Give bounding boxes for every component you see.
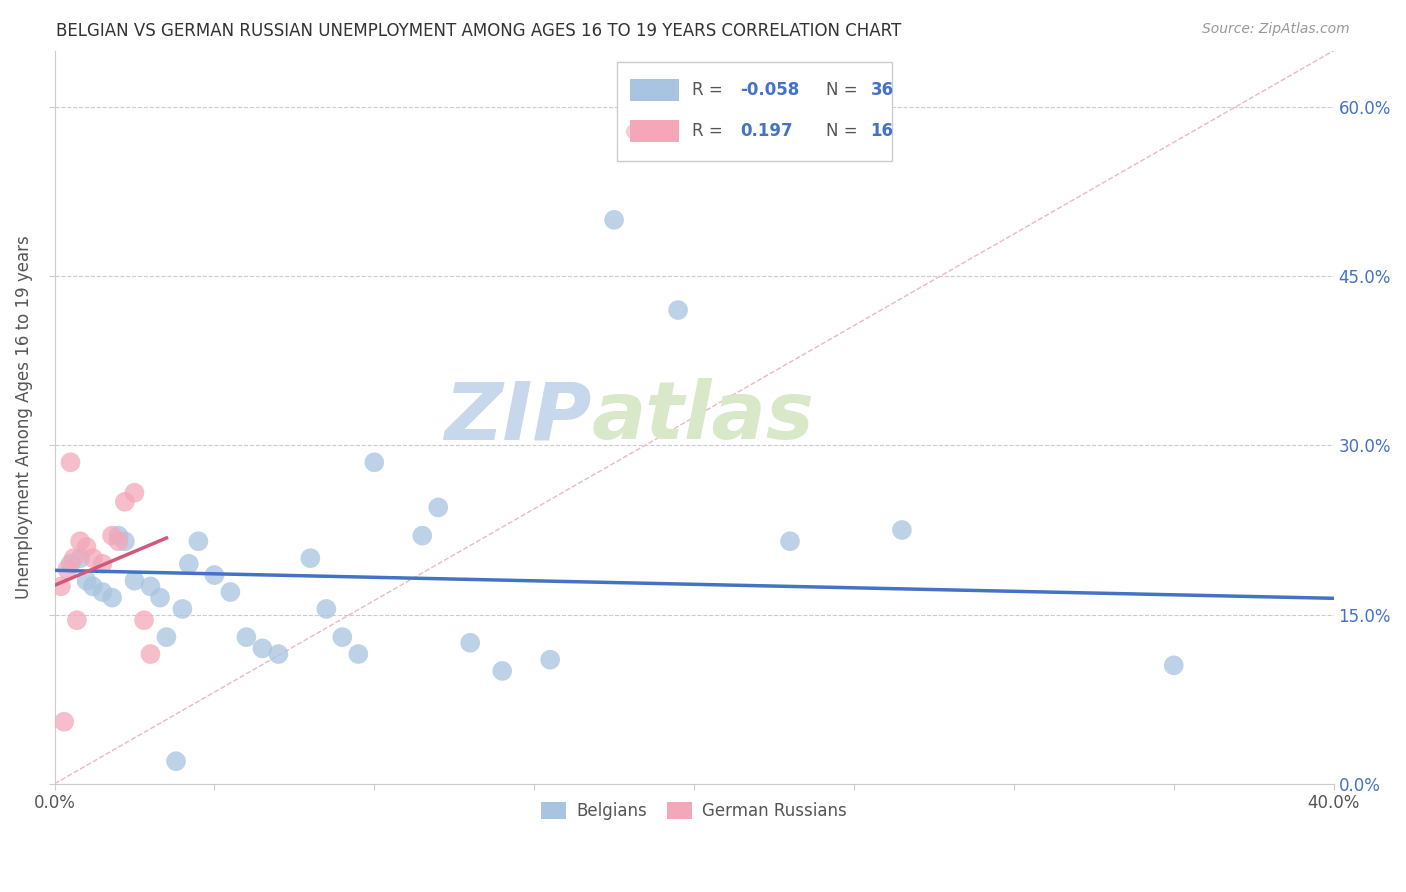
Text: atlas: atlas <box>592 378 814 456</box>
Point <box>330 630 353 644</box>
Point <box>62 551 84 566</box>
Text: N =: N = <box>825 122 863 140</box>
Point <box>91 557 114 571</box>
Text: -0.058: -0.058 <box>740 80 800 98</box>
Point <box>101 528 124 542</box>
Point <box>139 647 162 661</box>
Text: R =: R = <box>692 80 727 98</box>
Point <box>603 212 626 227</box>
Point <box>82 579 104 593</box>
Point <box>458 636 481 650</box>
Point <box>165 754 187 768</box>
Point <box>49 579 72 593</box>
FancyBboxPatch shape <box>630 78 679 101</box>
Point <box>252 641 274 656</box>
Point <box>114 534 136 549</box>
Point <box>56 562 79 576</box>
Point <box>411 528 433 542</box>
Point <box>315 602 337 616</box>
Point <box>219 585 242 599</box>
Point <box>124 574 146 588</box>
Point <box>69 551 91 566</box>
Legend: Belgians, German Russians: Belgians, German Russians <box>534 795 853 827</box>
Point <box>666 303 689 318</box>
Text: BELGIAN VS GERMAN RUSSIAN UNEMPLOYMENT AMONG AGES 16 TO 19 YEARS CORRELATION CHA: BELGIAN VS GERMAN RUSSIAN UNEMPLOYMENT A… <box>56 22 901 40</box>
Point <box>69 534 91 549</box>
Point <box>491 664 513 678</box>
Point <box>267 647 290 661</box>
Point <box>59 455 82 469</box>
Point <box>427 500 450 515</box>
Point <box>890 523 912 537</box>
Text: N =: N = <box>825 80 863 98</box>
Text: Source: ZipAtlas.com: Source: ZipAtlas.com <box>1202 22 1350 37</box>
Point <box>114 495 136 509</box>
Point <box>107 534 129 549</box>
FancyBboxPatch shape <box>630 120 679 143</box>
Point <box>76 540 98 554</box>
Point <box>1163 658 1185 673</box>
Point <box>538 653 561 667</box>
Text: ZIP: ZIP <box>444 378 592 456</box>
Point <box>299 551 322 566</box>
Point <box>53 714 76 729</box>
Point <box>59 557 82 571</box>
Point <box>363 455 385 469</box>
Point <box>187 534 209 549</box>
Point <box>347 647 370 661</box>
Point <box>101 591 124 605</box>
Point <box>107 528 129 542</box>
FancyBboxPatch shape <box>617 62 893 161</box>
Point <box>779 534 801 549</box>
Text: 36: 36 <box>870 80 894 98</box>
Text: 16: 16 <box>870 122 894 140</box>
Text: R =: R = <box>692 122 733 140</box>
Text: 0.197: 0.197 <box>740 122 793 140</box>
Point <box>149 591 172 605</box>
Point <box>76 574 98 588</box>
Y-axis label: Unemployment Among Ages 16 to 19 years: Unemployment Among Ages 16 to 19 years <box>15 235 32 599</box>
Point <box>204 568 226 582</box>
Point <box>66 613 89 627</box>
Point <box>91 585 114 599</box>
Point <box>155 630 177 644</box>
Point <box>139 579 162 593</box>
Point <box>235 630 257 644</box>
Point <box>132 613 155 627</box>
Point <box>177 557 200 571</box>
Point <box>172 602 194 616</box>
Point <box>124 485 146 500</box>
Point <box>82 551 104 566</box>
